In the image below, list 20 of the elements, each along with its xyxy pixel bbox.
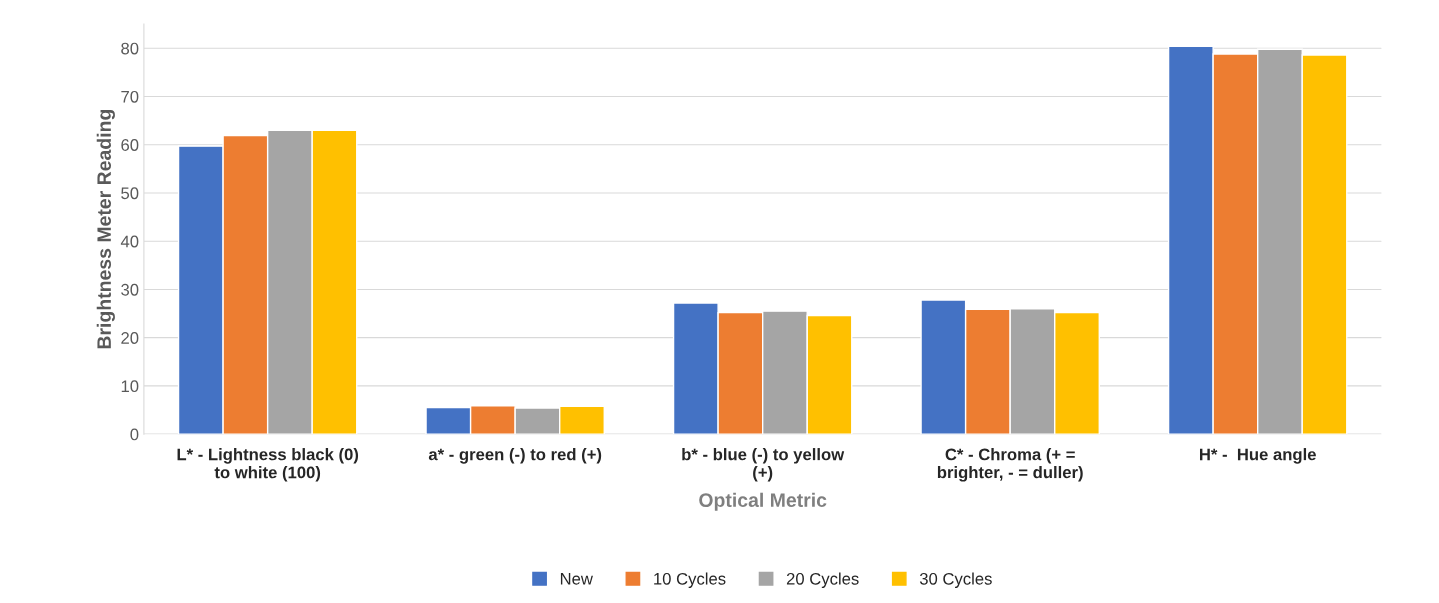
x-tick-label: a* - green (-) to red (+) [428, 448, 602, 464]
y-axis-title: Brightness Meter Reading [96, 109, 115, 349]
y-tick-label: 10 [121, 380, 139, 393]
x-tick-label: H* - Hue angle [1200, 448, 1316, 464]
y-tick-label: 80 [121, 42, 139, 55]
y-tick-label: 30 [121, 283, 139, 296]
legend-label: 30 Cycles [919, 572, 992, 588]
y-tick-label: 70 [121, 90, 139, 103]
y-tick-label: 0 [130, 428, 139, 441]
x-axis-title: Optical Metric [699, 492, 827, 511]
y-tick-label: 60 [121, 139, 139, 151]
y-tick-label: 40 [120, 235, 139, 248]
legend-label: New [560, 573, 593, 585]
legend-label: 20 Cycles [786, 572, 859, 588]
legend-label: 10 Cycles [654, 572, 726, 588]
x-tick-label: C* - Chroma (+ = brighter, - = duller) [937, 448, 1083, 482]
y-tick-label: 20 [121, 332, 139, 344]
x-tick-label: b* - blue (-) to yellow (+) [682, 448, 845, 482]
x-tick-label: L* - Lightness black (0) to white (100) [177, 448, 359, 482]
y-tick-label: 50 [121, 187, 139, 200]
